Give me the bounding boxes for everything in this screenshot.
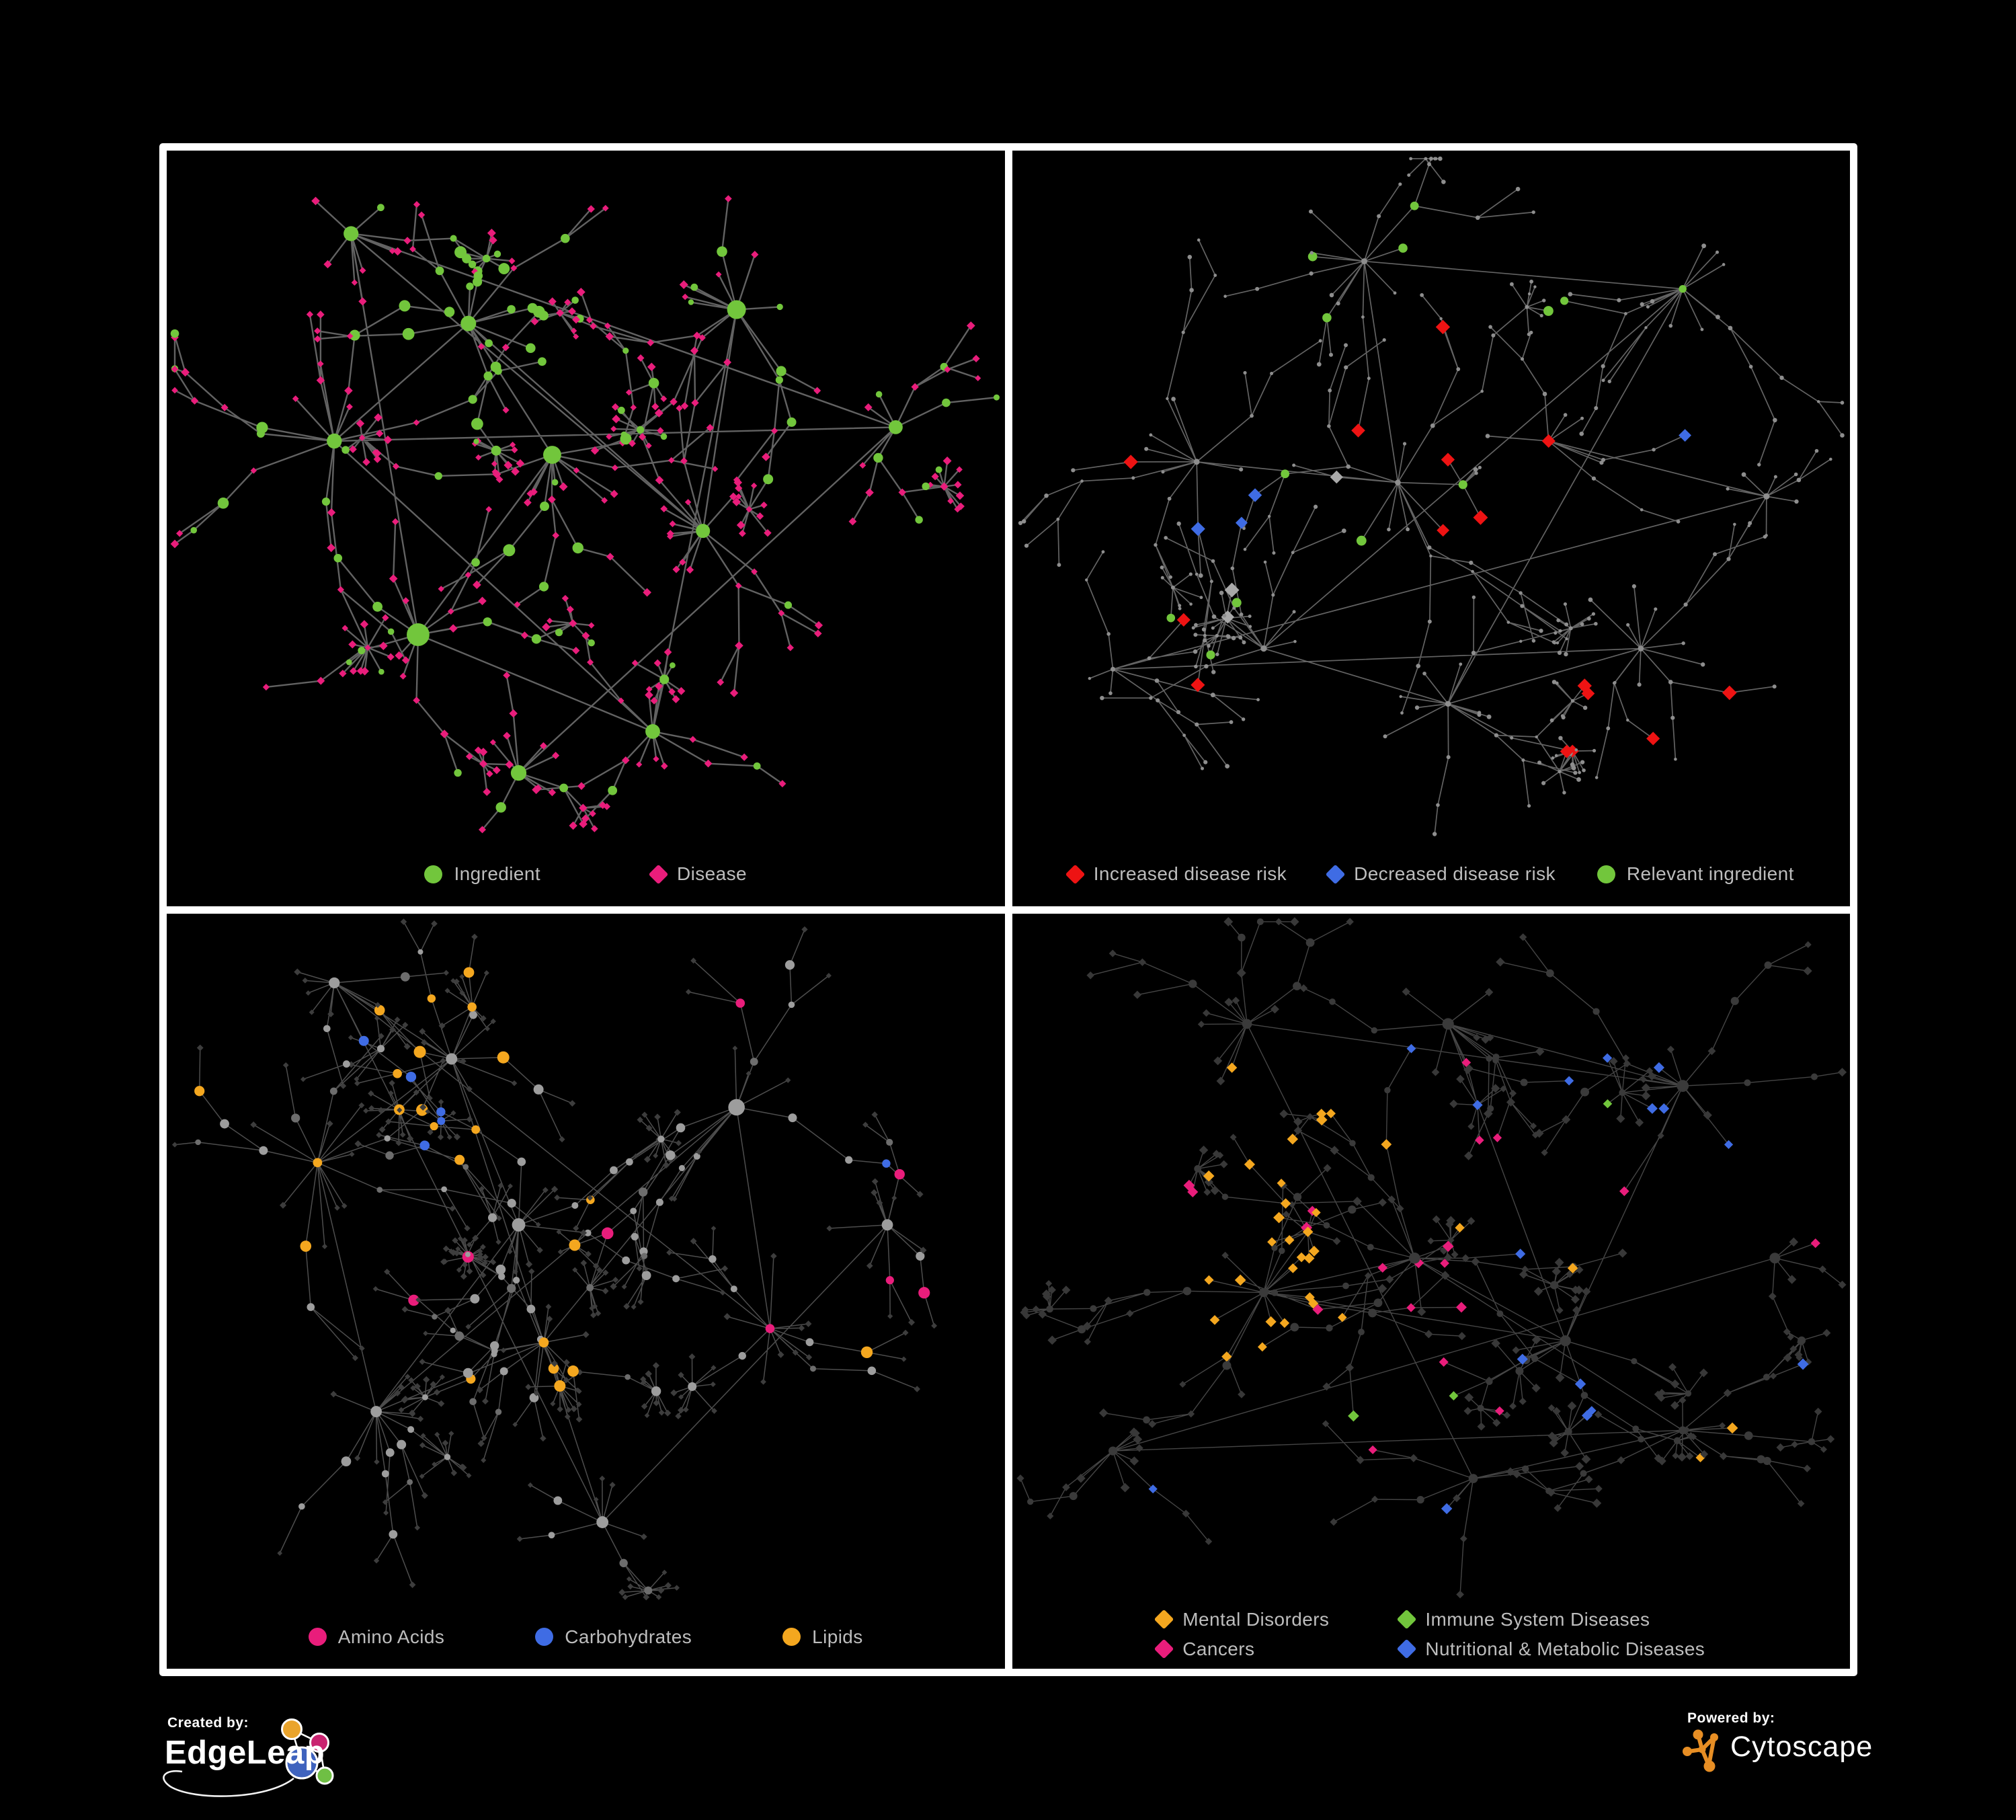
edgeleap-node-green <box>315 1766 334 1785</box>
network-nutrient-classes <box>171 918 938 1600</box>
legend-label: Nutritional & Metabolic Diseases <box>1425 1638 1705 1659</box>
network-edges <box>173 198 997 830</box>
panel-disease-categories: Mental Disorders Immune System Diseases Ca… <box>1012 913 1851 1669</box>
legend-item: Nutritional & Metabolic Diseases <box>1396 1638 1705 1660</box>
legend-label: Amino Acids <box>337 1626 445 1647</box>
network-ingredient-disease <box>170 195 1000 834</box>
legend-item: Mental Disorders <box>1154 1608 1330 1630</box>
legend-item: Amino Acids <box>308 1626 445 1648</box>
panel-grid: Ingredient Disease Increased disease risk… <box>159 143 1857 1676</box>
legend-label: Immune System Diseases <box>1425 1608 1650 1630</box>
legend-marker-diamond <box>648 864 669 884</box>
network-nodes <box>170 195 1000 834</box>
legend-ingredient-disease: Ingredient Disease <box>167 842 1005 906</box>
cytoscape-credit: Powered by: Cytoscape <box>1679 1708 1872 1788</box>
legend-nutrient-classes: Amino Acids Carbohydrates Lipids <box>167 1605 1005 1669</box>
edgeleap-swoosh <box>163 1770 294 1797</box>
legend-item: Increased disease risk <box>1065 863 1287 885</box>
panel-disease-risk: Increased disease risk Decreased disease … <box>1012 151 1851 906</box>
edgeleap-node-pink <box>309 1733 329 1753</box>
legend-item: Immune System Diseases <box>1396 1608 1705 1630</box>
network-edges <box>1019 158 1843 834</box>
cytoscape-brand: Cytoscape <box>1730 1731 1873 1763</box>
legend-label: Ingredient <box>454 863 541 884</box>
legend-label: Mental Disorders <box>1182 1608 1330 1630</box>
powered-by-label: Powered by: <box>1687 1710 1775 1726</box>
legend-label: Cancers <box>1182 1638 1255 1659</box>
edgeleap-network-nodes <box>281 1718 334 1785</box>
legend-item: Cancers <box>1154 1638 1329 1660</box>
legend-label: Decreased disease risk <box>1354 863 1556 884</box>
legend-item: Decreased disease risk <box>1325 863 1556 885</box>
edgeleap-brand: EdgeLeap <box>165 1735 325 1771</box>
legend-marker-diamond <box>1396 1609 1417 1630</box>
legend-item: Disease <box>648 863 747 885</box>
legend-marker-circle <box>424 865 443 883</box>
legend-item: Ingredient <box>424 863 540 885</box>
legend-item: Relevant ingredient <box>1597 863 1794 885</box>
edgeleap-node-blue <box>285 1746 319 1780</box>
legend-label: Lipids <box>812 1626 863 1647</box>
legend-label: Increased disease risk <box>1093 863 1287 884</box>
legend-marker-circle <box>535 1628 554 1646</box>
legend-disease-risk: Increased disease risk Decreased disease … <box>1012 842 1851 906</box>
edgeleap-logo-icon <box>163 1718 334 1797</box>
network-disease-risk <box>1018 156 1845 836</box>
legend-disease-categories: Mental Disorders Immune System Diseases Ca… <box>1012 1602 1851 1669</box>
created-by-label: Created by: <box>167 1715 249 1731</box>
legend-item: Lipids <box>782 1626 863 1648</box>
legend-marker-diamond <box>1325 864 1346 884</box>
network-edges <box>174 921 935 1597</box>
network-nodes <box>1018 156 1845 836</box>
cytoscape-logo-icon <box>1683 1729 1718 1772</box>
legend-marker-circle <box>1597 865 1615 883</box>
edgeleap-credit: Created by: EdgeLeap <box>159 1711 354 1798</box>
legend-label: Carbohydrates <box>565 1626 692 1647</box>
network-nodes <box>171 918 938 1600</box>
legend-label: Relevant ingredient <box>1626 863 1794 884</box>
legend-item: Carbohydrates <box>535 1626 692 1648</box>
legend-marker-diamond <box>1396 1638 1417 1659</box>
legend-marker-diamond <box>1154 1638 1174 1659</box>
legend-marker-circle <box>782 1628 801 1646</box>
panel-ingredient-disease: Ingredient Disease <box>167 151 1005 906</box>
legend-marker-diamond <box>1154 1609 1174 1630</box>
legend-label: Disease <box>677 863 747 884</box>
legend-marker-circle <box>308 1628 327 1646</box>
legend-marker-diamond <box>1065 864 1086 884</box>
edgeleap-node-yellow <box>281 1718 303 1740</box>
network-edges <box>1019 920 1843 1595</box>
network-disease-categories <box>1016 916 1847 1598</box>
panel-nutrient-classes: Amino Acids Carbohydrates Lipids <box>167 913 1005 1669</box>
